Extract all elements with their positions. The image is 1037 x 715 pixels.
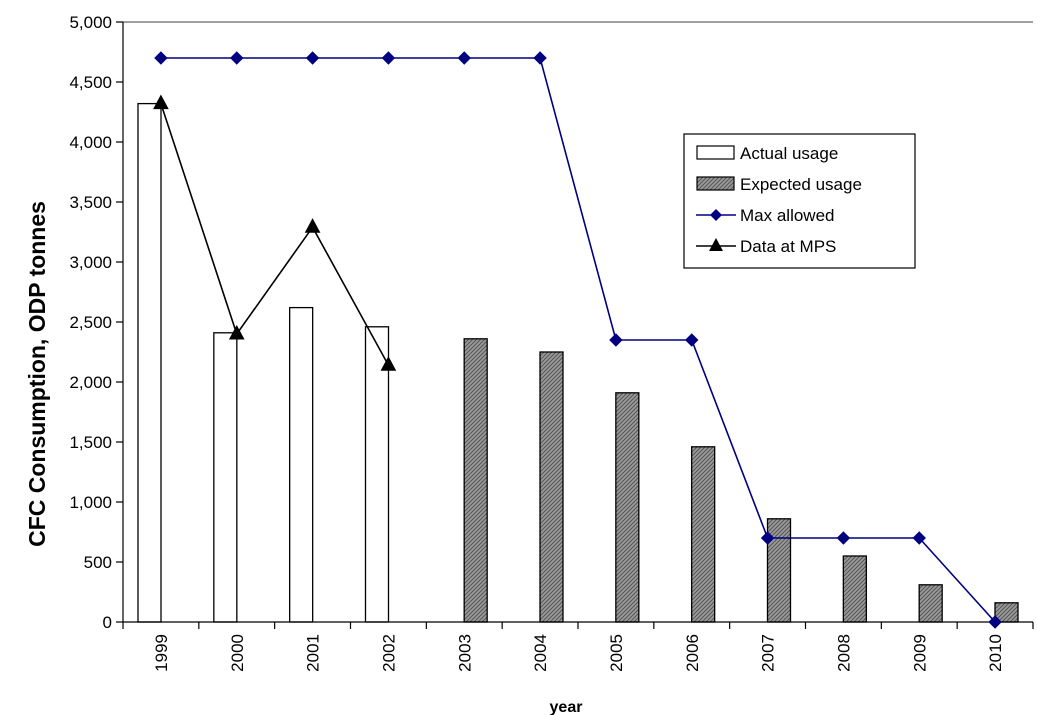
- x-tick-label: 2003: [455, 634, 474, 672]
- max-allowed-point-2005: [609, 333, 623, 347]
- y-tick-label: 500: [84, 553, 112, 572]
- max-allowed-point-2006: [685, 333, 699, 347]
- x-tick-label: 2005: [607, 634, 626, 672]
- expected-usage-bar-2008: [842, 555, 867, 623]
- max-allowed-line: [160, 57, 996, 623]
- data-at-mps-point-2000: [228, 324, 245, 340]
- max-allowed-point-2009: [912, 531, 926, 545]
- max-allowed-point-2002: [381, 51, 396, 65]
- legend-marker-max-allowed: [710, 209, 722, 221]
- max-allowed-point-2008: [836, 531, 851, 545]
- y-tick-label: 1,500: [69, 433, 112, 452]
- x-tick-label: 2010: [986, 634, 1005, 672]
- y-axis-title: CFC Consumption, ODP tonnes: [24, 201, 50, 547]
- legend-label-expected-usage: Expected usage: [740, 175, 862, 194]
- legend: Actual usage Expected usage Max allowed Dat…: [683, 133, 916, 269]
- expected-usage-bar-2006: [691, 446, 716, 623]
- y-tick-label: 5,000: [69, 13, 112, 32]
- y-tick-label: 2,500: [69, 313, 112, 332]
- y-tick-label: 3,000: [69, 253, 112, 272]
- x-tick-label: 2008: [834, 634, 853, 672]
- x-tick-label: 2006: [683, 634, 702, 672]
- expected-usage-bar-2009: [918, 584, 943, 623]
- expected-usage-bar-2007: [766, 518, 792, 623]
- data-at-mps-point-2001: [304, 218, 321, 233]
- x-tick-label: 2007: [759, 634, 778, 672]
- x-tick-label: 2001: [304, 634, 323, 672]
- max-allowed-point-1999: [154, 51, 168, 65]
- expected-usage-bar-2005: [615, 392, 640, 623]
- actual-usage-bar-2000: [213, 332, 238, 623]
- x-tick-label: 2004: [531, 634, 550, 672]
- max-allowed-point-2000: [230, 51, 244, 65]
- legend-label-data-at-mps: Data at MPS: [740, 237, 836, 256]
- legend-label-max-allowed: Max allowed: [740, 206, 835, 225]
- x-axis-title: year: [550, 699, 583, 715]
- max-allowed-point-2007: [760, 531, 775, 545]
- y-tick-label: 2,000: [69, 373, 112, 392]
- max-allowed-point-2003: [457, 51, 471, 65]
- max-allowed-point-2004: [533, 51, 547, 65]
- y-tick-label: 4,500: [69, 73, 112, 92]
- data-at-mps-point-2002: [380, 356, 397, 371]
- actual-usage-bar-2001: [289, 306, 314, 623]
- max-allowed-point-2010: [988, 615, 1002, 629]
- y-tick-label: 1,000: [69, 493, 112, 512]
- max-allowed-point-2001: [305, 51, 320, 65]
- actual-usage-bar-1999: [137, 102, 162, 623]
- x-tick-label: 2002: [379, 634, 398, 672]
- y-tick-label: 0: [103, 613, 112, 632]
- y-tick-label: 3,500: [69, 193, 112, 212]
- expected-usage-bar-2003: [463, 338, 488, 623]
- data-at-mps-point-1999: [153, 94, 169, 110]
- x-tick-label: 1999: [152, 634, 171, 672]
- actual-usage-bar-2002: [364, 326, 390, 623]
- x-tick-label: 2000: [228, 634, 247, 672]
- legend-marker-data-at-mps: [709, 238, 723, 251]
- y-tick-label: 4,000: [69, 133, 112, 152]
- x-tick-label: 2009: [910, 634, 929, 672]
- legend-swatch-expected-usage: [696, 176, 735, 191]
- legend-label-actual-usage: Actual usage: [740, 144, 838, 163]
- expected-usage-bar-2004: [539, 351, 564, 623]
- data-at-mps-line: [160, 103, 390, 366]
- legend-swatch-actual-usage: [696, 145, 735, 160]
